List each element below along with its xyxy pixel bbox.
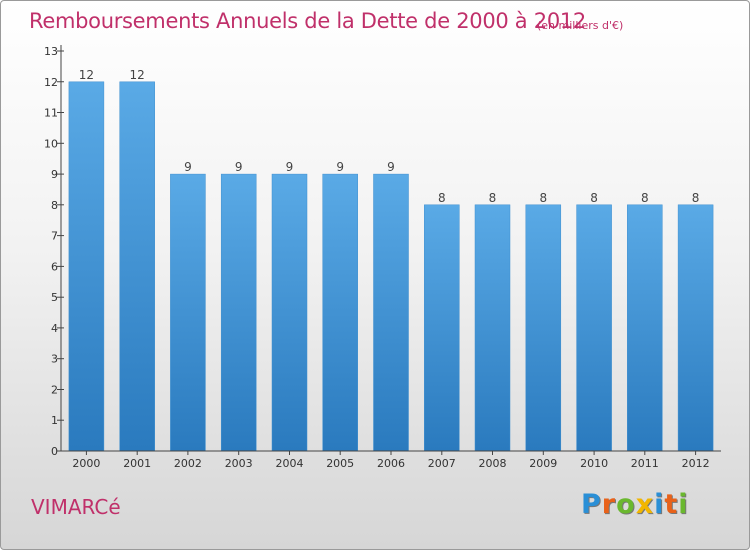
logo-letter: i [654, 489, 665, 520]
bar-2000 [68, 81, 105, 452]
unit-label: (en milliers d'€) [537, 19, 624, 32]
x-tick-label: 2010 [580, 457, 608, 470]
y-tick-label: 13 [44, 45, 58, 58]
data-label: 9 [184, 160, 192, 174]
y-tick-label: 5 [51, 291, 58, 304]
y-tick-label: 1 [51, 414, 58, 427]
x-tick-label: 2005 [326, 457, 354, 470]
bar-2005 [322, 173, 358, 452]
y-tick-label: 7 [51, 230, 58, 243]
x-tick-label: 2007 [428, 457, 456, 470]
proxiti-logo: Proxiti [581, 489, 689, 520]
logo-letter: P [581, 489, 602, 520]
commune-name: VIMARCé [31, 495, 121, 519]
data-label: 12 [130, 68, 145, 82]
data-label: 8 [438, 191, 446, 205]
data-label: 9 [336, 160, 344, 174]
x-tick-label: 2006 [377, 457, 405, 470]
logo-letter: r [601, 489, 617, 520]
bar-2007 [424, 204, 460, 452]
bar-2006 [373, 173, 409, 452]
x-tick-label: 2000 [72, 457, 100, 470]
x-tick-label: 2009 [529, 457, 557, 470]
data-label: 9 [387, 160, 395, 174]
y-tick-label: 12 [44, 76, 58, 89]
y-tick-label: 9 [51, 168, 58, 181]
bar-2009 [525, 204, 562, 452]
x-tick-label: 2003 [225, 457, 253, 470]
bar-2008 [474, 204, 511, 452]
chart-title: Remboursements Annuels de la Dette de 20… [29, 9, 586, 33]
data-label: 8 [590, 191, 598, 205]
y-tick-label: 6 [51, 260, 58, 273]
data-label: 12 [79, 68, 94, 82]
bar-2001 [119, 81, 155, 452]
bar-2012 [677, 204, 714, 452]
logo-letter: x [635, 489, 655, 520]
y-tick-label: 10 [44, 137, 58, 150]
bar-2004 [271, 173, 308, 452]
x-tick-label: 2008 [479, 457, 507, 470]
x-tick-label: 2004 [276, 457, 304, 470]
logo-letter: t [664, 489, 679, 520]
data-label: 8 [692, 191, 700, 205]
data-label: 9 [235, 160, 243, 174]
logo-letter: i [678, 489, 689, 520]
bar-2011 [627, 204, 663, 452]
bar-2010 [576, 204, 612, 452]
y-tick-label: 2 [51, 384, 58, 397]
bar-2002 [170, 173, 206, 452]
logo-letter: o [616, 489, 636, 520]
bar-2003 [220, 173, 257, 452]
y-tick-label: 4 [51, 322, 58, 335]
bars-group: 12 12 9 9 9 9 9 8 8 8 8 8 8 [68, 68, 714, 452]
y-tick-label: 0 [51, 445, 58, 458]
data-label: 9 [286, 160, 294, 174]
x-tick-label: 2002 [174, 457, 202, 470]
x-tick-label: 2012 [682, 457, 710, 470]
data-label: 8 [641, 191, 649, 205]
data-label: 8 [539, 191, 547, 205]
y-tick-label: 11 [44, 107, 58, 120]
y-tick-label: 8 [51, 199, 58, 212]
x-tick-label: 2001 [123, 457, 151, 470]
data-label: 8 [489, 191, 497, 205]
axes-group: 2000 2001 2002 2003 2004 2005 2006 2007 2008 2009… [44, 45, 721, 470]
x-tick-label: 2011 [631, 457, 659, 470]
y-tick-label: 3 [51, 353, 58, 366]
